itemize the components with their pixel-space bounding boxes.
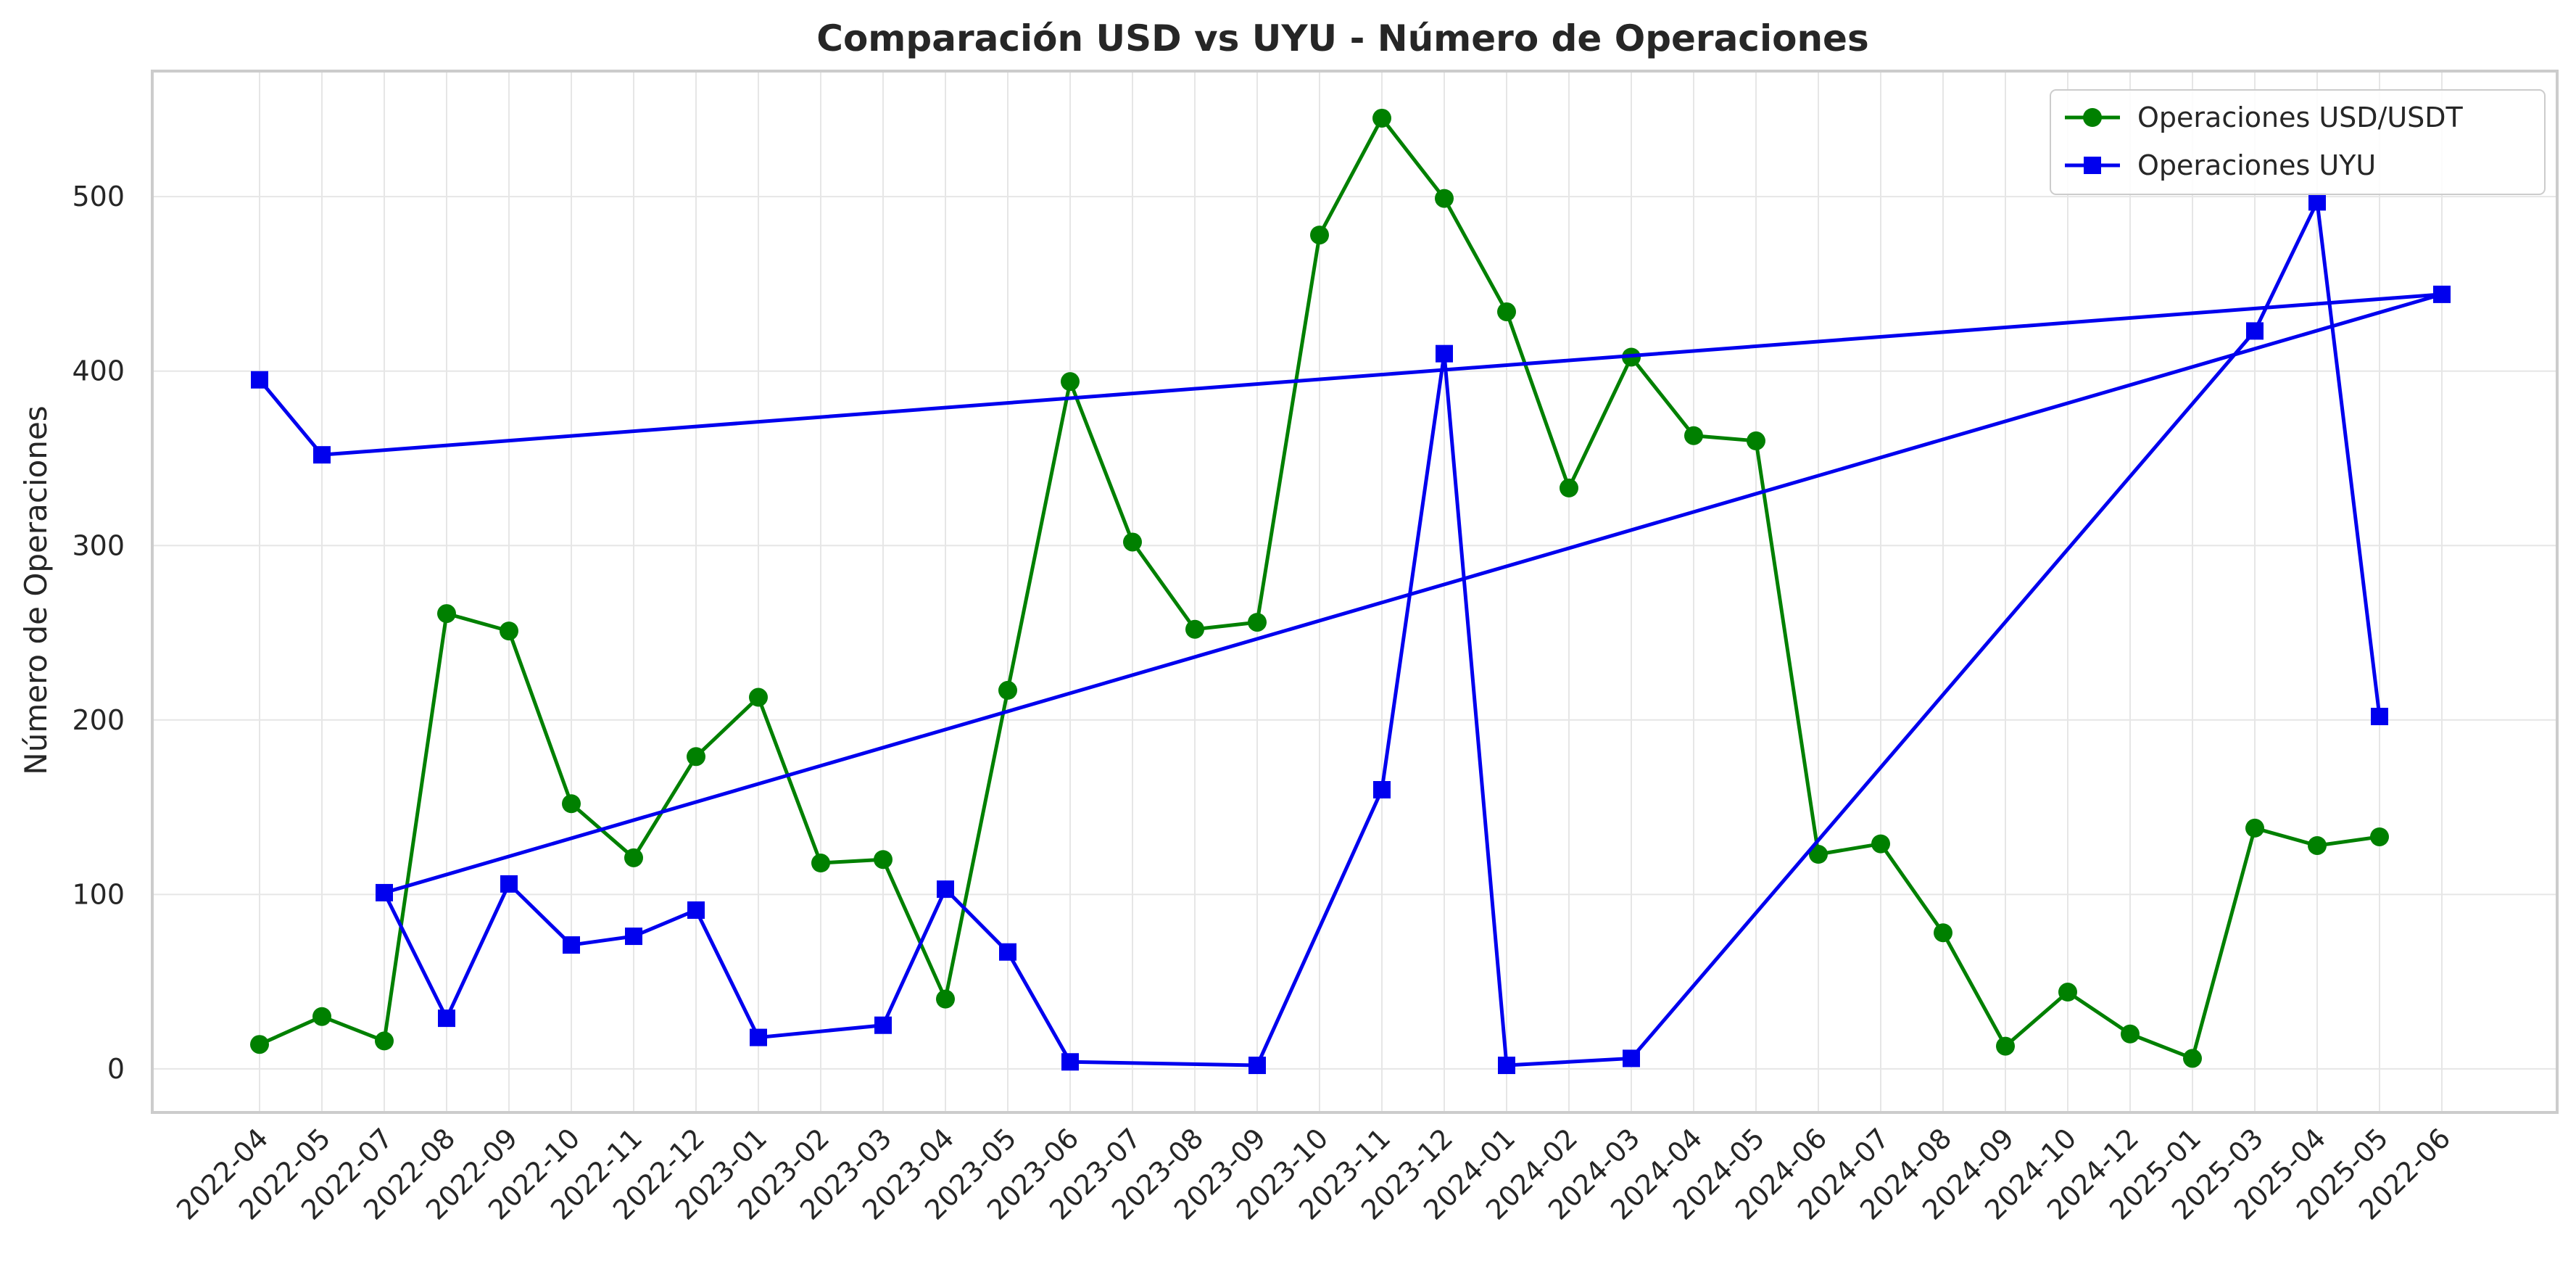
data-point <box>2246 322 2264 340</box>
data-point <box>2371 707 2388 725</box>
data-point <box>749 687 768 707</box>
data-point <box>250 1035 269 1054</box>
y-tick-label: 500 <box>72 181 125 212</box>
data-point <box>562 794 581 814</box>
data-point <box>1061 1053 1079 1071</box>
data-point <box>750 1028 767 1046</box>
plot-frame <box>151 70 2559 1114</box>
data-point <box>1248 613 1267 632</box>
data-point <box>2308 193 2326 211</box>
legend-box <box>2050 89 2546 195</box>
data-point <box>251 371 268 389</box>
data-point <box>1185 619 1204 639</box>
data-point <box>1435 189 1454 208</box>
chart-title: Comparación USD vs UYU - Número de Opera… <box>816 17 1868 59</box>
data-point <box>874 850 893 870</box>
series-1 <box>250 108 2389 1068</box>
data-point <box>998 680 1017 700</box>
x-axis: 2022-042022-052022-072022-082022-092022-… <box>170 1122 2456 1226</box>
y-tick-label: 100 <box>72 878 125 910</box>
data-point <box>1372 108 1391 128</box>
data-point <box>2433 285 2451 303</box>
data-point <box>1373 781 1391 799</box>
data-point <box>437 604 456 624</box>
y-axis: 0 100 200 300 400 500 <box>72 181 125 1085</box>
grid <box>152 71 2557 1112</box>
y-tick-label: 300 <box>72 529 125 561</box>
data-point <box>438 1009 455 1028</box>
data-point <box>874 1016 892 1034</box>
data-point <box>376 883 393 901</box>
data-point <box>1310 226 1329 245</box>
data-point <box>312 1007 331 1026</box>
data-point <box>811 854 830 873</box>
data-point <box>2245 818 2264 838</box>
y-tick-label: 0 <box>107 1053 125 1085</box>
data-point <box>1623 1049 1640 1067</box>
data-point <box>1560 478 1578 497</box>
data-point <box>624 848 643 867</box>
data-point <box>1497 302 1516 321</box>
data-point <box>1123 532 1142 552</box>
data-point <box>1809 845 1828 864</box>
legend-marker <box>2083 108 2102 127</box>
series-2 <box>251 193 2451 1075</box>
legend-entry: Operaciones USD/USDT <box>2137 102 2464 133</box>
data-point <box>2121 1024 2140 1044</box>
data-point <box>1934 923 1952 943</box>
data-point <box>1248 1057 1266 1075</box>
data-point <box>2183 1049 2202 1068</box>
data-point <box>313 446 331 464</box>
data-point <box>1996 1036 2015 1056</box>
y-axis-label: Número de Operaciones <box>18 405 54 775</box>
data-point <box>500 621 518 641</box>
data-point <box>2370 827 2389 846</box>
data-point <box>1436 344 1453 363</box>
y-tick-label: 200 <box>72 704 125 736</box>
series-layer <box>250 108 2451 1075</box>
data-point <box>500 875 518 893</box>
data-point <box>937 880 954 899</box>
data-point <box>1498 1057 1515 1075</box>
legend: Operaciones USD/USDT Operaciones UYU <box>2050 89 2546 195</box>
data-point <box>1747 431 1765 450</box>
data-point <box>1061 372 1080 392</box>
data-point <box>563 936 580 954</box>
data-point <box>687 901 705 919</box>
data-point <box>2058 983 2077 1002</box>
legend-entry: Operaciones UYU <box>2137 149 2376 181</box>
data-point <box>936 989 955 1009</box>
y-tick-label: 400 <box>72 355 125 387</box>
data-point <box>999 943 1016 961</box>
data-point <box>375 1031 394 1051</box>
data-point <box>1684 426 1703 445</box>
series-line <box>258 199 2444 1067</box>
data-point <box>1871 834 1890 854</box>
legend-marker <box>2084 157 2101 174</box>
data-point <box>687 747 705 767</box>
data-point <box>2308 835 2327 855</box>
data-point <box>625 928 642 946</box>
